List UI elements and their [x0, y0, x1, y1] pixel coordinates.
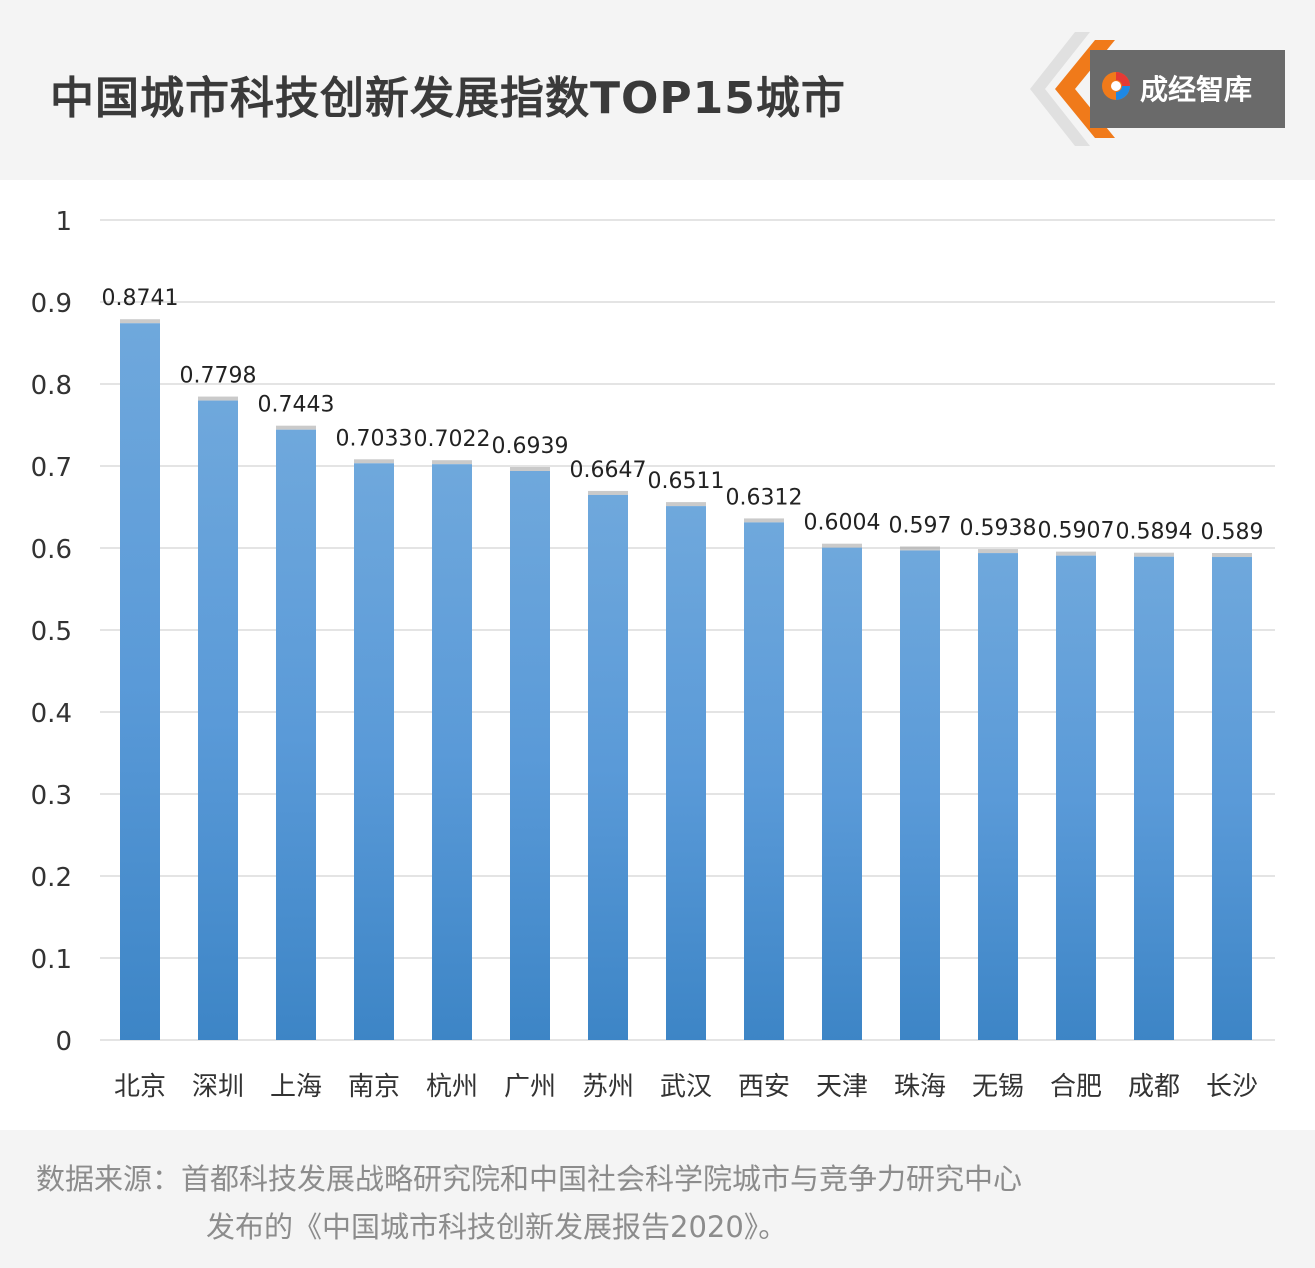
bar — [1134, 556, 1174, 1040]
data-label: 0.8741 — [102, 286, 179, 311]
chart-area: 0 0.1 0.2 0.3 0.4 0.5 0.6 0.7 0.8 0.9 1 0.8741 北京 0.7… — [0, 180, 1315, 1130]
data-label: 0.6939 — [492, 434, 569, 459]
data-label: 0.6004 — [804, 511, 881, 536]
bar-top-shadow — [198, 396, 238, 401]
y-tick-label: 0.5 — [31, 617, 72, 647]
bar-top-shadow — [666, 502, 706, 507]
bar — [978, 553, 1018, 1040]
chart-title: 中国城市科技创新发展指数TOP15城市 — [50, 73, 846, 124]
bar — [588, 494, 628, 1040]
y-tick-label: 0 — [55, 1027, 72, 1057]
data-label: 0.6511 — [648, 469, 725, 494]
bar-top-shadow — [1134, 552, 1174, 557]
x-tick-label: 无锡 — [972, 1072, 1024, 1102]
y-tick-label: 0.7 — [31, 453, 72, 483]
x-tick-label: 武汉 — [660, 1072, 712, 1102]
x-tick-label: 南京 — [348, 1072, 400, 1102]
x-tick-label: 上海 — [270, 1072, 322, 1102]
bar-top-shadow — [1056, 551, 1096, 556]
y-tick-label: 0.1 — [31, 945, 72, 975]
bar-top-shadow — [588, 490, 628, 495]
bar — [510, 471, 550, 1040]
bar — [666, 506, 706, 1040]
logo-chevron-icon — [1030, 32, 1115, 146]
bar — [744, 522, 784, 1040]
bar — [900, 550, 940, 1040]
bar-top-shadow — [744, 518, 784, 523]
data-label: 0.5894 — [1116, 520, 1193, 545]
data-label: 0.597 — [889, 513, 952, 538]
x-tick-label: 天津 — [816, 1072, 868, 1102]
bar — [1212, 557, 1252, 1040]
bar-top-shadow — [900, 546, 940, 551]
bar-top-shadow — [510, 467, 550, 472]
bar — [822, 547, 862, 1040]
y-tick-label: 0.8 — [31, 371, 72, 401]
x-tick-label: 珠海 — [894, 1072, 946, 1102]
source-note-line-2: 发布的《中国城市科技创新发展报告2020》。 — [206, 1210, 788, 1244]
bar-top-shadow — [1212, 553, 1252, 558]
bar-chart: 0 0.1 0.2 0.3 0.4 0.5 0.6 0.7 0.8 0.9 1 0.8741 北京 0.7… — [31, 207, 1275, 1102]
x-tick-label: 苏州 — [582, 1072, 634, 1102]
bar — [432, 464, 472, 1040]
data-label: 0.5938 — [960, 516, 1037, 541]
x-tick-label: 深圳 — [192, 1072, 244, 1102]
x-tick-label: 北京 — [114, 1072, 166, 1102]
x-tick-label: 广州 — [504, 1072, 556, 1102]
header: 中国城市科技创新发展指数TOP15城市 成经智库 — [0, 0, 1315, 180]
x-tick-label: 长沙 — [1206, 1072, 1258, 1102]
bar — [1056, 555, 1096, 1040]
bar-top-shadow — [354, 459, 394, 464]
bar-top-shadow — [978, 549, 1018, 554]
chengjing-logo-emblem-icon — [1102, 72, 1130, 100]
x-tick-label: 西安 — [738, 1072, 790, 1102]
bar-top-shadow — [822, 543, 862, 548]
data-label: 0.7033 — [336, 426, 413, 451]
data-label: 0.5907 — [1038, 519, 1115, 544]
x-tick-label: 成都 — [1128, 1072, 1180, 1102]
x-tick-label: 合肥 — [1050, 1072, 1102, 1102]
y-tick-label: 0.4 — [31, 699, 72, 729]
data-label: 0.6647 — [570, 458, 647, 483]
footer: 数据来源：首都科技发展战略研究院和中国社会科学院城市与竞争力研究中心 发布的《中… — [0, 1130, 1315, 1268]
bar-top-shadow — [120, 319, 160, 324]
y-tick-label: 0.2 — [31, 863, 72, 893]
bar-top-shadow — [432, 460, 472, 465]
x-tick-label: 杭州 — [426, 1072, 478, 1102]
source-note-line-1: 数据来源：首都科技发展战略研究院和中国社会科学院城市与竞争力研究中心 — [36, 1162, 1023, 1196]
logo-text: 成经智库 — [1140, 73, 1253, 106]
data-label: 0.589 — [1201, 520, 1264, 545]
bar — [198, 400, 238, 1041]
y-tick-label: 0.9 — [31, 289, 72, 319]
bar-top-shadow — [276, 425, 316, 430]
bar — [120, 323, 160, 1040]
data-label: 0.7022 — [414, 427, 491, 452]
data-label: 0.6312 — [726, 485, 803, 510]
bar — [354, 463, 394, 1040]
y-tick-label: 0.6 — [31, 535, 72, 565]
brand-logo: 成经智库 — [1030, 30, 1300, 148]
bar — [276, 429, 316, 1040]
y-tick-label: 1 — [55, 207, 72, 237]
data-label: 0.7798 — [180, 364, 257, 389]
y-tick-label: 0.3 — [31, 781, 72, 811]
data-label: 0.7443 — [258, 393, 335, 418]
